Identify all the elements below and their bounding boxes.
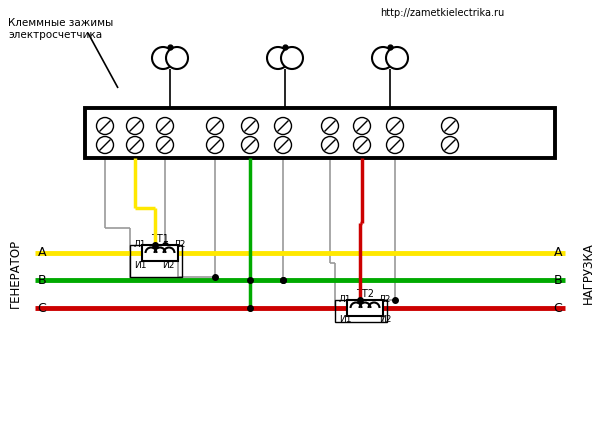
Bar <box>142 245 178 261</box>
Circle shape <box>322 118 338 134</box>
Circle shape <box>241 118 259 134</box>
Text: C: C <box>38 301 46 315</box>
Bar <box>347 300 383 316</box>
Circle shape <box>127 137 143 154</box>
Text: Клеммные зажимы
электросчетчика: Клеммные зажимы электросчетчика <box>8 18 113 40</box>
Circle shape <box>275 137 292 154</box>
Text: И2: И2 <box>379 315 391 324</box>
Text: ТТ1: ТТ1 <box>151 234 169 244</box>
Circle shape <box>97 137 113 154</box>
Text: A: A <box>38 247 46 259</box>
Circle shape <box>353 118 371 134</box>
Text: 2: 2 <box>133 110 137 119</box>
Bar <box>130 245 182 277</box>
Circle shape <box>241 137 259 154</box>
Text: Л2: Л2 <box>174 240 186 249</box>
Text: 6: 6 <box>280 110 286 119</box>
Circle shape <box>353 137 371 154</box>
Text: ГЕНЕРАТОР: ГЕНЕРАТОР <box>8 238 22 308</box>
Circle shape <box>157 137 173 154</box>
Circle shape <box>322 137 338 154</box>
Text: ТТ2: ТТ2 <box>356 289 374 299</box>
Text: C: C <box>554 301 562 315</box>
Text: A: A <box>554 247 562 259</box>
Circle shape <box>386 137 404 154</box>
Text: 5: 5 <box>247 110 253 119</box>
Text: И1: И1 <box>339 315 351 324</box>
Text: B: B <box>38 273 46 286</box>
Circle shape <box>275 118 292 134</box>
Text: B: B <box>554 273 562 286</box>
Circle shape <box>206 137 223 154</box>
Text: 1: 1 <box>103 110 107 119</box>
Text: 8: 8 <box>359 110 365 119</box>
Circle shape <box>97 118 113 134</box>
Circle shape <box>442 137 458 154</box>
Text: И2: И2 <box>162 261 174 270</box>
Circle shape <box>127 118 143 134</box>
Circle shape <box>267 47 289 69</box>
Circle shape <box>281 47 303 69</box>
Text: 10: 10 <box>445 110 455 119</box>
Circle shape <box>372 47 394 69</box>
Text: http://zametkielectrika.ru: http://zametkielectrika.ru <box>380 8 504 18</box>
Circle shape <box>166 47 188 69</box>
Circle shape <box>386 118 404 134</box>
Text: Л1: Л1 <box>134 240 146 249</box>
Circle shape <box>152 47 174 69</box>
Text: 3: 3 <box>163 110 167 119</box>
Text: НАГРУЗКА: НАГРУЗКА <box>581 242 595 304</box>
Text: Л1: Л1 <box>339 294 351 303</box>
Text: 7: 7 <box>328 110 332 119</box>
Circle shape <box>442 118 458 134</box>
Text: И1: И1 <box>134 261 146 270</box>
Text: Л2: Л2 <box>379 294 391 303</box>
Text: 9: 9 <box>392 110 398 119</box>
Circle shape <box>206 118 223 134</box>
Circle shape <box>386 47 408 69</box>
Circle shape <box>157 118 173 134</box>
Bar <box>335 300 387 322</box>
Text: 4: 4 <box>212 110 218 119</box>
Bar <box>85 108 555 158</box>
